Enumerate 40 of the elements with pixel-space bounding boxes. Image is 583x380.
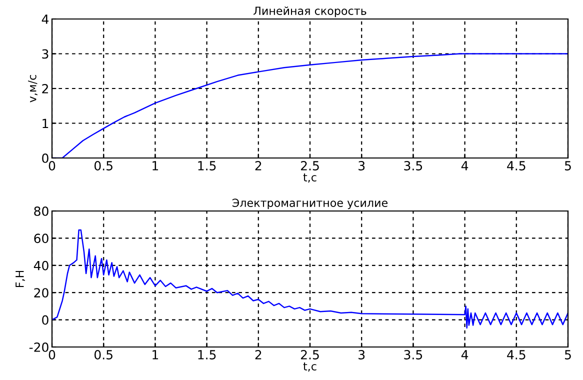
x-tick-label: 2	[255, 161, 262, 170]
x-tick-label: 0.5	[94, 350, 112, 360]
line-series	[52, 229, 568, 329]
x-tick-label: 0.5	[94, 161, 112, 170]
x-tick-label: 1	[152, 161, 158, 170]
chart-title: Линейная скорость	[254, 6, 366, 18]
x-tick-label: 4	[461, 350, 468, 360]
x-tick-label: 4.5	[507, 350, 526, 360]
x-tick-label: 3.5	[404, 350, 422, 360]
x-tick-label: 0	[48, 161, 56, 170]
y-tick-label: 20	[34, 288, 48, 298]
x-tick-label: 3.5	[404, 161, 422, 170]
y-tick-label: 4	[42, 14, 49, 24]
x-tick-label: 3	[358, 161, 365, 170]
x-tick-label: 1.5	[198, 350, 216, 360]
x-tick-label: 2.5	[300, 161, 319, 170]
y-axis-title: v,м/с	[28, 75, 38, 102]
y-tick-label: 2	[42, 84, 48, 94]
x-tick-label: 3	[358, 350, 365, 360]
x-axis-title: t,c	[303, 362, 316, 372]
y-tick-label: -20	[29, 342, 48, 352]
x-tick-label: 2	[255, 350, 262, 360]
y-tick-label: 3	[42, 49, 48, 59]
x-tick-label: 1	[152, 350, 158, 360]
y-tick-label: 1	[42, 118, 48, 128]
x-tick-label: 4.5	[507, 161, 526, 170]
y-tick-label: 0	[42, 315, 48, 325]
x-axis-title: t,c	[303, 174, 316, 183]
x-tick-label: 2.5	[300, 350, 319, 360]
x-tick-label: 5	[564, 350, 571, 360]
y-tick-label: 40	[34, 260, 48, 270]
chart-title: Электромагнитное усилие	[232, 198, 388, 210]
y-tick-label: 0	[42, 153, 48, 163]
y-tick-label: 80	[34, 206, 48, 216]
x-tick-label: 4	[461, 161, 468, 170]
y-axis-title: F,Н	[16, 270, 26, 288]
y-tick-label: 60	[34, 234, 48, 244]
x-tick-label: 1.5	[198, 161, 216, 170]
x-tick-label: 0	[48, 350, 56, 360]
x-tick-label: 5	[564, 161, 571, 170]
